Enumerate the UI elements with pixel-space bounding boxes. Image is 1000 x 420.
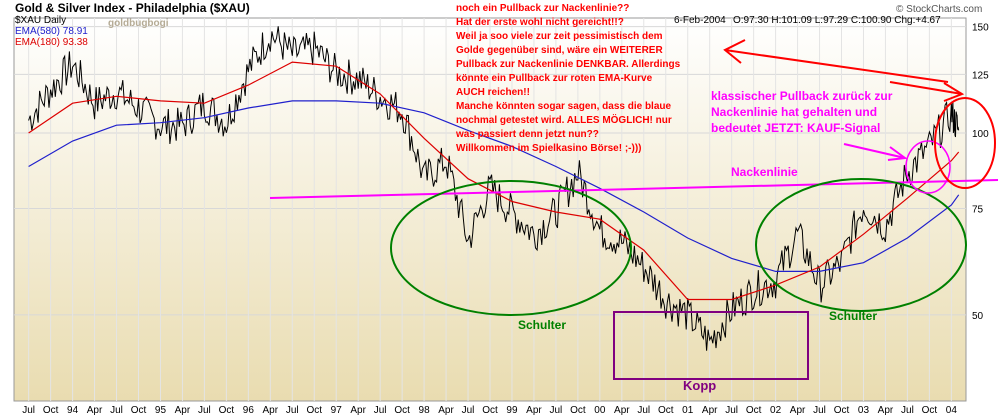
left-shoulder-ellipse — [390, 180, 632, 316]
x-tick-label: Oct — [482, 405, 498, 416]
pullback-ellipse — [905, 140, 951, 194]
x-tick-label: Oct — [219, 405, 235, 416]
left-shoulder-label: Schulter — [518, 318, 566, 332]
x-tick-label: Jul — [637, 405, 650, 416]
head-label: Kopp — [683, 378, 716, 393]
x-tick-label: 99 — [506, 405, 518, 416]
red-note-line: nochmal getestet wird. ALLES MÖGLICH! nu… — [456, 113, 672, 126]
x-tick-label: Oct — [746, 405, 762, 416]
right-shoulder-ellipse — [755, 178, 967, 312]
red-note: noch ein Pullback zur Nackenlinie?? Hat … — [455, 3, 681, 154]
x-tick-label: Apr — [350, 405, 366, 416]
ohlc-label: O:97.30 H:101.09 L:97.29 C:100.90 Chg:+4… — [733, 15, 941, 26]
watermark: goldbugbogi — [108, 18, 169, 29]
x-tick-label: Jul — [374, 405, 387, 416]
x-tick-label: Apr — [438, 405, 454, 416]
x-tick-label: Oct — [394, 405, 410, 416]
red-note-line: könnte ein Pullback zur roten EMA-Kurve — [456, 73, 653, 84]
x-tick-label: 94 — [67, 405, 79, 416]
red-arrow-right — [889, 81, 965, 102]
y-tick-label: 50 — [972, 311, 984, 322]
x-tick-label: Oct — [570, 405, 586, 416]
x-tick-label: 98 — [419, 405, 431, 416]
ema-short-line — [28, 100, 960, 272]
x-tick-label: Apr — [790, 405, 806, 416]
y-tick-label: 75 — [972, 204, 984, 215]
symbol-label: $XAU Daily — [15, 15, 66, 26]
x-tick-label: Apr — [614, 405, 630, 416]
x-tick-label: Oct — [306, 405, 322, 416]
ema-long-legend: EMA(180) 93.38 — [15, 37, 88, 48]
y-tick-label: 125 — [972, 70, 989, 81]
date-label: 6-Feb-2004 — [674, 15, 726, 26]
red-note-line: Weil ja soo viele zur zeit pessimistisch… — [456, 31, 663, 42]
chart-title: Gold & Silver Index - Philadelphia ($XAU… — [15, 1, 250, 15]
x-tick-label: Jul — [286, 405, 299, 416]
x-tick-label: 02 — [770, 405, 782, 416]
x-tick-label: Jul — [198, 405, 211, 416]
x-tick-label: Jul — [22, 405, 35, 416]
y-tick-label: 150 — [972, 23, 989, 34]
red-note-line: Hat der erste wohl nicht gereicht!!? — [456, 17, 624, 28]
x-tick-label: Apr — [87, 405, 103, 416]
ema-short-legend: EMA(580) 78.91 — [15, 26, 88, 37]
red-note-line: was passiert denn jetzt nun?? — [455, 129, 599, 140]
x-tick-label: 97 — [331, 405, 343, 416]
x-tick-label: Jul — [550, 405, 563, 416]
red-note-line: AUCH reichen!! — [456, 87, 530, 98]
x-tick-label: 01 — [682, 405, 694, 416]
copyright: © StockCharts.com — [896, 4, 982, 15]
ema-long-line — [28, 61, 960, 301]
x-tick-label: Apr — [175, 405, 191, 416]
red-note-line: Pullback zur Nackenlinie DENKBAR. Allerd… — [456, 59, 681, 70]
x-tick-label: Jul — [901, 405, 914, 416]
y-tick-label: 100 — [972, 129, 989, 140]
x-tick-label: Apr — [263, 405, 279, 416]
red-arrow-left — [723, 39, 949, 83]
red-note-line: Golde gegenüber sind, wäre ein WEITERER — [456, 45, 663, 56]
magenta-arrow — [843, 143, 908, 161]
magenta-note-line: bedeutet JETZT: KAUF-Signal — [711, 121, 880, 135]
price-line — [28, 26, 960, 351]
x-tick-label: Jul — [813, 405, 826, 416]
magenta-note: klassischer Pullback zurück zur Nackenli… — [711, 89, 893, 135]
magenta-note-line: Nackenlinie hat gehalten und — [711, 105, 877, 119]
right-shoulder-label: Schulter — [829, 309, 877, 323]
top-ellipse — [934, 97, 996, 189]
red-note-line: Willkommen im Spielkasino Börse! ;-))) — [456, 143, 642, 154]
red-note-line: Manche könnten sogar sagen, dass die bla… — [456, 101, 671, 112]
magenta-note-line: klassischer Pullback zurück zur — [711, 89, 893, 103]
series-layer — [28, 26, 960, 351]
head-box — [613, 311, 809, 380]
x-axis: Jul Oct 94 Apr Jul Oct 95 Apr Jul Oct 96 Apr Jul Oct 9… — [22, 405, 957, 416]
red-note-line: noch ein Pullback zur Nackenlinie?? — [456, 3, 629, 14]
x-tick-label: 00 — [594, 405, 606, 416]
x-tick-label: Jul — [725, 405, 738, 416]
x-tick-label: Oct — [922, 405, 938, 416]
x-tick-label: 96 — [243, 405, 255, 416]
x-tick-label: Jul — [110, 405, 123, 416]
x-tick-label: Oct — [658, 405, 674, 416]
y-axis: 50 75 100 125 150 — [972, 23, 989, 322]
x-tick-label: 04 — [946, 405, 958, 416]
x-tick-label: 03 — [858, 405, 870, 416]
x-tick-label: Oct — [131, 405, 147, 416]
x-tick-label: 95 — [155, 405, 167, 416]
neckline — [269, 179, 999, 199]
x-tick-label: Apr — [878, 405, 894, 416]
x-tick-label: Oct — [834, 405, 850, 416]
x-tick-label: Apr — [702, 405, 718, 416]
neckline-label: Nackenlinie — [731, 165, 798, 179]
x-tick-label: Oct — [43, 405, 59, 416]
x-tick-label: Apr — [526, 405, 542, 416]
x-tick-label: Jul — [462, 405, 475, 416]
